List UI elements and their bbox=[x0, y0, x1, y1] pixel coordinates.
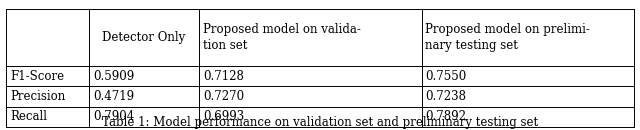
Text: 0.6993: 0.6993 bbox=[203, 110, 244, 123]
Text: Proposed model on valida-
tion set: Proposed model on valida- tion set bbox=[203, 23, 361, 52]
Text: 0.7892: 0.7892 bbox=[426, 110, 467, 123]
Text: 0.7128: 0.7128 bbox=[203, 70, 244, 83]
Text: Precision: Precision bbox=[10, 90, 65, 103]
Text: 0.7904: 0.7904 bbox=[93, 110, 134, 123]
Text: Detector Only: Detector Only bbox=[102, 31, 186, 44]
Text: Recall: Recall bbox=[10, 110, 47, 123]
Text: 0.7550: 0.7550 bbox=[426, 70, 467, 83]
Text: Table 1: Model performance on validation set and preliminary testing set: Table 1: Model performance on validation… bbox=[102, 116, 538, 129]
Text: 0.4719: 0.4719 bbox=[93, 90, 134, 103]
Text: Proposed model on prelimi-
nary testing set: Proposed model on prelimi- nary testing … bbox=[426, 23, 590, 52]
Text: 0.7238: 0.7238 bbox=[426, 90, 467, 103]
Text: 0.5909: 0.5909 bbox=[93, 70, 134, 83]
Text: 0.7270: 0.7270 bbox=[203, 90, 244, 103]
Text: F1-Score: F1-Score bbox=[10, 70, 65, 83]
